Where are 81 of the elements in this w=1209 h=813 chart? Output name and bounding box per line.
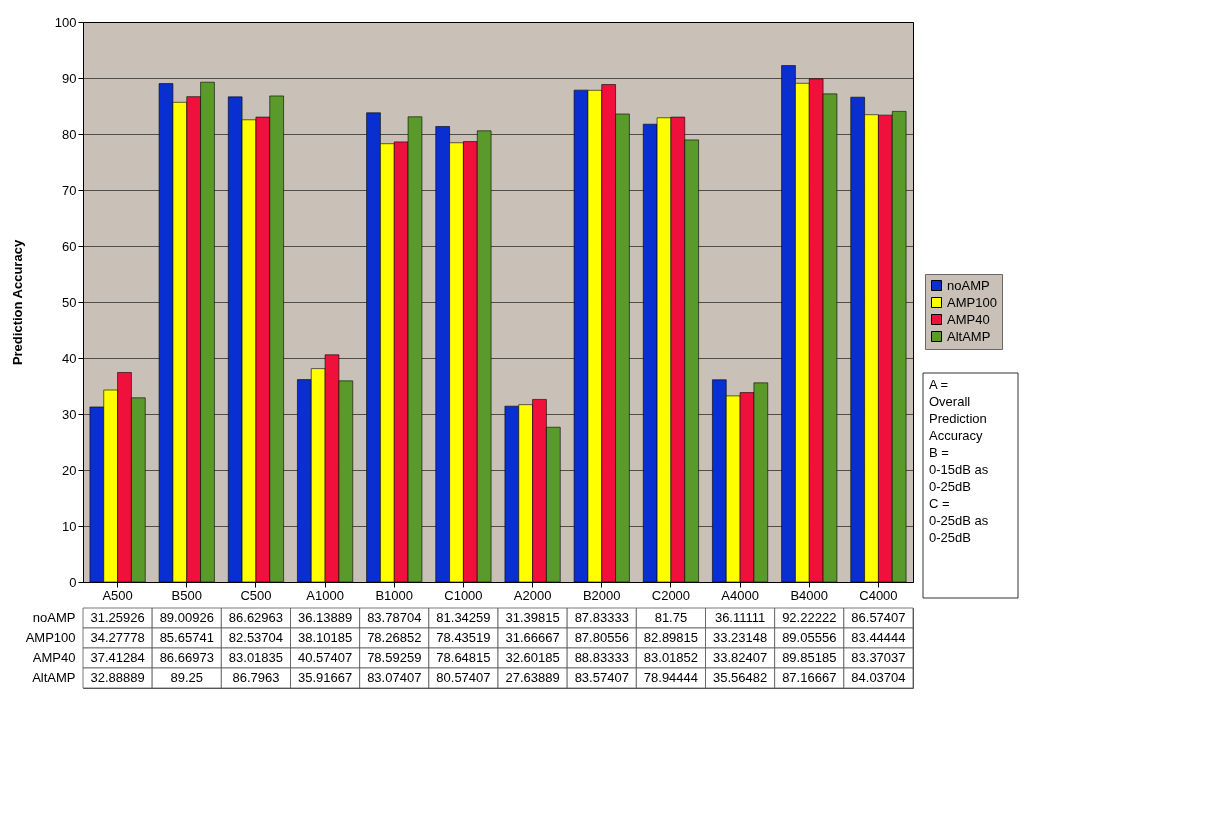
legend-label: AMP100 — [947, 294, 997, 310]
x-tick-label: A2000 — [513, 587, 552, 603]
data-label: 82.89815 — [643, 630, 699, 645]
text: noAMP — [32, 610, 76, 625]
legend-label: AltAMP — [947, 328, 991, 344]
data-label: 86.66973 — [159, 650, 214, 665]
y-axis-title: Prediction Accuracy — [9, 239, 25, 366]
data-label: 81.34259 — [436, 610, 491, 625]
data-label: 83.44444 — [851, 630, 906, 645]
data-label: 86.7963 — [232, 670, 280, 685]
data-label: 78.59259 — [367, 650, 422, 665]
data-label: 31.25926 — [90, 610, 145, 625]
data-label: 32.88889 — [90, 670, 145, 685]
y-tick-label: 70 — [62, 182, 77, 198]
y-tick-label: 30 — [62, 406, 77, 422]
legend-label: AMP40 — [947, 311, 990, 327]
x-tick-label: A500 — [102, 587, 133, 603]
x-tick-label: C2000 — [651, 587, 691, 603]
data-label: 78.94444 — [643, 670, 699, 685]
y-tick-label: 50 — [62, 294, 77, 310]
data-label: 87.16667 — [782, 670, 837, 685]
text: AMP40 — [32, 650, 76, 665]
data-label: 78.64815 — [436, 650, 491, 665]
x-tick-label: B500 — [171, 587, 202, 603]
data-label: 33.82407 — [712, 650, 768, 665]
data-label: 83.01835 — [228, 650, 284, 665]
y-tick-label: 0 — [69, 574, 77, 590]
y-tick-label: 60 — [62, 238, 77, 254]
data-label: 83.57407 — [574, 670, 629, 685]
data-label: 31.66667 — [505, 630, 560, 645]
data-label: 34.27778 — [90, 630, 145, 645]
data-label: 38.10185 — [297, 630, 353, 645]
data-label: 32.60185 — [505, 650, 560, 665]
data-label: 35.91667 — [297, 670, 353, 685]
data-label: 33.23148 — [712, 630, 768, 645]
data-label: 88.83333 — [574, 650, 629, 665]
x-tick-label: A1000 — [306, 587, 344, 603]
y-tick-label: 20 — [62, 462, 77, 478]
data-label: 83.37037 — [851, 650, 906, 665]
data-label: 36.11111 — [714, 610, 766, 625]
x-tick-label: B1000 — [375, 587, 414, 603]
data-label: 86.62963 — [228, 610, 284, 625]
y-tick-label: 80 — [62, 126, 77, 142]
data-label: 80.57407 — [436, 670, 491, 685]
data-label: 31.39815 — [505, 610, 560, 625]
data-label: 78.26852 — [367, 630, 422, 645]
data-label: 84.03704 — [851, 670, 906, 685]
text: AMP100 — [25, 630, 76, 645]
text: A = Overall Prediction Accuracy B = 0-15dB as 0-25dB C = 0-25dB as 0-25dB — [929, 377, 989, 545]
data-label: 92.22222 — [782, 610, 837, 625]
x-tick-label: B4000 — [790, 587, 829, 603]
data-label: 87.80556 — [574, 630, 629, 645]
data-label: 85.65741 — [159, 630, 214, 645]
data-label: 89.00926 — [159, 610, 214, 625]
x-tick-label: B2000 — [582, 587, 621, 603]
data-label: 35.56482 — [712, 670, 768, 685]
y-tick-label: 10 — [62, 518, 77, 534]
data-label: 36.13889 — [297, 610, 353, 625]
data-label: 83.01852 — [643, 650, 699, 665]
text: AltAMP — [32, 670, 76, 685]
x-tick-label: A4000 — [721, 587, 759, 603]
y-tick-label: 40 — [62, 350, 77, 366]
x-tick-label: C4000 — [859, 587, 898, 603]
data-label: 27.63889 — [505, 670, 560, 685]
data-label: 82.53704 — [228, 630, 284, 645]
y-tick-label: 100 — [54, 14, 77, 30]
data-label: 40.57407 — [297, 650, 353, 665]
data-label: 87.83333 — [574, 610, 629, 625]
data-label: 89.05556 — [782, 630, 837, 645]
data-label: 89.25 — [170, 670, 204, 685]
x-tick-label: C1000 — [444, 587, 483, 603]
data-label: 81.75 — [654, 610, 688, 625]
data-label: 83.78704 — [367, 610, 422, 625]
data-label: 78.43519 — [436, 630, 491, 645]
x-tick-label: C500 — [240, 587, 272, 603]
data-label: 37.41284 — [90, 650, 145, 665]
data-label: 83.07407 — [367, 670, 422, 685]
legend-label: noAMP — [947, 277, 990, 293]
y-tick-label: 90 — [62, 70, 77, 86]
data-label: 89.85185 — [782, 650, 837, 665]
data-label: 86.57407 — [851, 610, 906, 625]
